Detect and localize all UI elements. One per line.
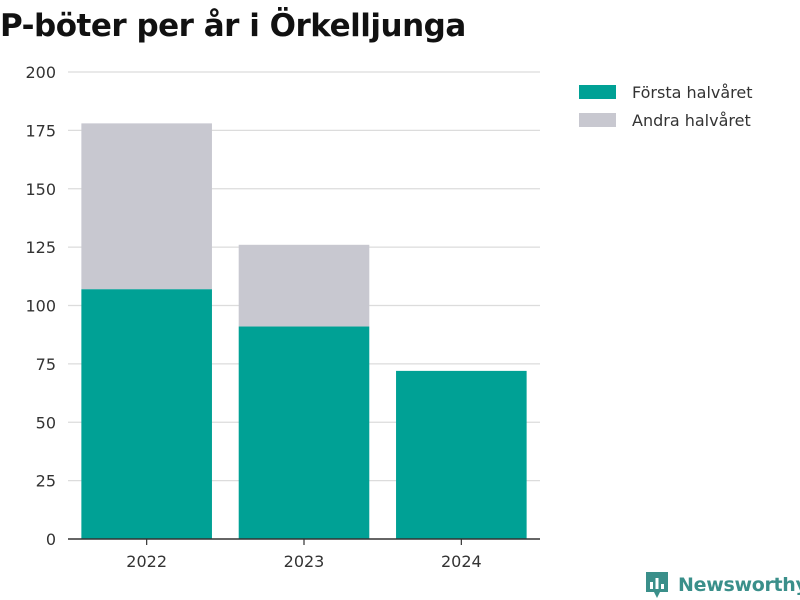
y-tick-label: 25 — [36, 472, 56, 491]
brand-label: Newsworthy — [678, 574, 800, 596]
bar-2022-series-1 — [81, 123, 212, 290]
y-tick-label: 175 — [25, 121, 56, 140]
x-tick-label: 2024 — [441, 552, 482, 571]
y-tick-label: 125 — [25, 238, 56, 257]
brand-logo: Newsworthy — [644, 570, 800, 600]
legend-label-second-half: Andra halvåret — [632, 110, 751, 130]
legend-item-second-half: Andra halvåret — [579, 106, 753, 134]
legend: Första halvåret Andra halvåret — [579, 78, 753, 134]
legend-label-first-half: Första halvåret — [632, 82, 753, 102]
x-tick-label: 2022 — [126, 552, 167, 571]
legend-swatch-first-half — [579, 85, 616, 99]
y-tick-label: 0 — [46, 530, 56, 549]
legend-swatch-second-half — [579, 113, 616, 127]
y-tick-label: 75 — [36, 355, 56, 374]
y-tick-label: 50 — [36, 413, 56, 432]
bar-2023-series-0 — [238, 326, 370, 539]
y-tick-label: 200 — [25, 63, 56, 82]
y-tick-label: 100 — [25, 297, 56, 316]
bar-2024-series-0 — [396, 370, 527, 539]
chart-title: P-böter per år i Örkelljunga — [0, 8, 466, 44]
bar-2023-series-1 — [238, 244, 370, 327]
y-tick-label: 150 — [25, 180, 56, 199]
legend-item-first-half: Första halvåret — [579, 78, 753, 106]
bar-chart-badge-icon — [646, 572, 668, 598]
bar-2022-series-0 — [81, 289, 212, 539]
x-tick-label: 2023 — [284, 552, 325, 571]
